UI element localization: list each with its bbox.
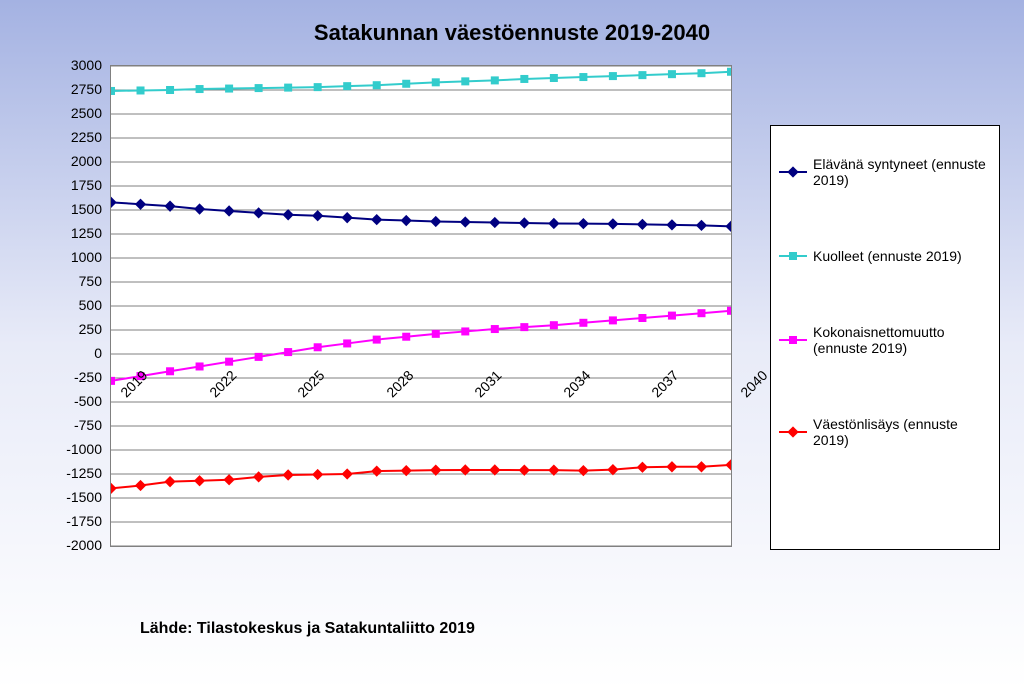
legend-line	[779, 339, 807, 341]
y-tick-label: 1750	[0, 177, 102, 193]
y-tick-label: 500	[0, 297, 102, 313]
legend-marker-icon	[789, 252, 797, 260]
legend-label: Kuolleet (ennuste 2019)	[813, 248, 991, 264]
y-tick-label: -2000	[0, 537, 102, 553]
legend-line	[779, 255, 807, 257]
y-tick-label: 2250	[0, 129, 102, 145]
y-tick-label: 750	[0, 273, 102, 289]
y-tick-label: 3000	[0, 57, 102, 73]
source-text: Lähde: Tilastokeskus ja Satakuntaliitto …	[140, 620, 475, 638]
y-tick-label: -1750	[0, 513, 102, 529]
x-tick-label: 2040	[737, 367, 770, 400]
series-svg	[111, 66, 731, 546]
y-tick-label: -1250	[0, 465, 102, 481]
y-tick-label: 2750	[0, 81, 102, 97]
legend-marker-icon	[787, 166, 798, 177]
y-tick-label: -750	[0, 417, 102, 433]
legend-label: Kokonaisnettomuutto (ennuste 2019)	[813, 324, 991, 356]
legend-label: Väestönlisäys (ennuste 2019)	[813, 416, 991, 448]
legend-marker-icon	[787, 426, 798, 437]
legend-item: Elävänä syntyneet (ennuste 2019)	[779, 156, 991, 188]
y-tick-label: -500	[0, 393, 102, 409]
legend-label: Elävänä syntyneet (ennuste 2019)	[813, 156, 991, 188]
y-tick-label: 1000	[0, 249, 102, 265]
y-tick-label: -1500	[0, 489, 102, 505]
y-tick-label: -1000	[0, 441, 102, 457]
y-tick-label: 1250	[0, 225, 102, 241]
y-tick-label: 2000	[0, 153, 102, 169]
legend-item: Kuolleet (ennuste 2019)	[779, 248, 991, 264]
legend-item: Kokonaisnettomuutto (ennuste 2019)	[779, 324, 991, 356]
y-tick-label: 250	[0, 321, 102, 337]
chart-container: Satakunnan väestöennuste 2019-2040 -2000…	[0, 0, 1024, 689]
y-tick-label: 1500	[0, 201, 102, 217]
plot-area	[110, 65, 732, 547]
legend-marker-icon	[789, 336, 797, 344]
y-tick-label: 2500	[0, 105, 102, 121]
legend-line	[779, 431, 807, 433]
chart-title: Satakunnan väestöennuste 2019-2040	[0, 20, 1024, 46]
y-tick-label: -250	[0, 369, 102, 385]
y-tick-label: 0	[0, 345, 102, 361]
legend: Elävänä syntyneet (ennuste 2019) Kuolleet…	[770, 125, 1000, 550]
legend-line	[779, 171, 807, 173]
legend-item: Väestönlisäys (ennuste 2019)	[779, 416, 991, 448]
